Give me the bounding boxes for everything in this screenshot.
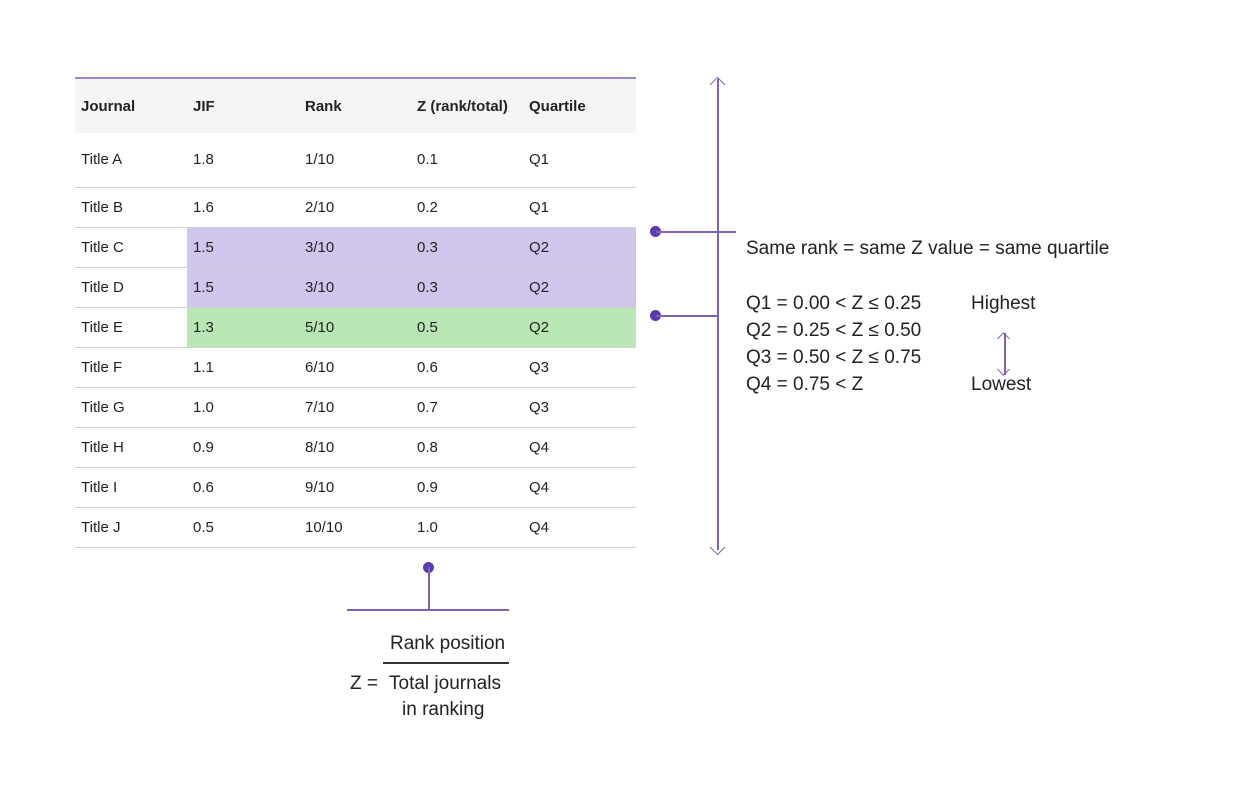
formula-numerator: Rank position	[390, 633, 506, 654]
cell-quartile: Q2	[523, 267, 636, 308]
cell-journal: Title C	[75, 227, 187, 268]
connector-line-formula-vertical	[428, 567, 430, 610]
connector-line-next	[656, 315, 718, 317]
cell-z: 0.3	[411, 227, 523, 268]
table-header-row: Journal JIF Rank Z (rank/total) Quartile	[75, 78, 636, 133]
table-row: Title I 0.6 9/10 0.9 Q4	[75, 467, 636, 508]
cell-journal: Title B	[75, 187, 187, 228]
cell-rank: 3/10	[299, 267, 411, 308]
cell-rank: 6/10	[299, 347, 411, 388]
cell-z: 0.7	[411, 387, 523, 428]
connector-dot-tied	[650, 226, 661, 237]
cell-rank: 8/10	[299, 427, 411, 468]
cell-rank: 1/10	[299, 133, 411, 188]
cell-journal: Title A	[75, 133, 187, 188]
cell-jif: 1.3	[187, 307, 299, 348]
cell-z: 0.9	[411, 467, 523, 508]
same-rank-note: Same rank = same Z value = same quartile	[746, 238, 1110, 259]
quartile-def-q4: Q4 = 0.75 < Z	[746, 374, 864, 395]
small-range-line	[1004, 333, 1006, 375]
cell-z: 0.2	[411, 187, 523, 228]
arrow-down-head	[709, 539, 726, 556]
header-rank: Rank	[305, 97, 342, 115]
journal-ranking-table: Journal JIF Rank Z (rank/total) Quartile…	[75, 77, 636, 548]
arrow-up-head	[709, 76, 726, 93]
cell-rank: 2/10	[299, 187, 411, 228]
connector-line-formula-horizontal	[347, 609, 509, 611]
quartile-def-q1: Q1 = 0.00 < Z ≤ 0.25	[746, 293, 922, 314]
cell-jif: 1.0	[187, 387, 299, 428]
table-row-next: Title E 1.3 5/10 0.5 Q2	[75, 307, 636, 348]
cell-rank: 5/10	[299, 307, 411, 348]
cell-quartile: Q4	[523, 467, 636, 508]
header-jif: JIF	[193, 97, 215, 115]
connector-line-tied	[656, 231, 736, 233]
cell-rank: 10/10	[299, 507, 411, 548]
table-row: Title A 1.8 1/10 0.1 Q1	[75, 133, 636, 188]
cell-z: 0.1	[411, 133, 523, 188]
cell-z: 0.3	[411, 267, 523, 308]
vertical-range-line	[717, 79, 719, 550]
table-row-tied: Title C 1.5 3/10 0.3 Q2	[75, 227, 636, 268]
header-z: Z (rank/total)	[417, 97, 508, 115]
table-row: Title F 1.1 6/10 0.6 Q3	[75, 347, 636, 388]
cell-journal: Title E	[75, 307, 187, 348]
cell-z: 0.5	[411, 307, 523, 348]
cell-z: 0.8	[411, 427, 523, 468]
cell-quartile: Q4	[523, 507, 636, 548]
cell-quartile: Q1	[523, 187, 636, 228]
cell-quartile: Q2	[523, 227, 636, 268]
table-row: Title B 1.6 2/10 0.2 Q1	[75, 187, 636, 228]
cell-jif: 1.6	[187, 187, 299, 228]
cell-journal: Title J	[75, 507, 187, 548]
cell-jif: 1.1	[187, 347, 299, 388]
cell-quartile: Q1	[523, 133, 636, 188]
highest-label: Highest	[971, 293, 1036, 314]
cell-journal: Title D	[75, 267, 187, 308]
table-row: Title G 1.0 7/10 0.7 Q3	[75, 387, 636, 428]
lowest-label: Lowest	[971, 374, 1032, 395]
cell-quartile: Q3	[523, 347, 636, 388]
formula-fraction-bar	[383, 662, 509, 664]
cell-journal: Title G	[75, 387, 187, 428]
header-journal: Journal	[81, 97, 136, 115]
connector-dot-next	[650, 310, 661, 321]
cell-journal: Title I	[75, 467, 187, 508]
table-row-tied: Title D 1.5 3/10 0.3 Q2	[75, 267, 636, 308]
quartile-def-q2: Q2 = 0.25 < Z ≤ 0.50	[746, 320, 922, 341]
cell-journal: Title H	[75, 427, 187, 468]
formula-denominator-line2: in ranking	[402, 699, 485, 720]
cell-rank: 3/10	[299, 227, 411, 268]
cell-jif: 1.5	[187, 227, 299, 268]
table-row: Title H 0.9 8/10 0.8 Q4	[75, 427, 636, 468]
cell-jif: 0.6	[187, 467, 299, 508]
cell-quartile: Q2	[523, 307, 636, 348]
quartile-def-q3: Q3 = 0.50 < Z ≤ 0.75	[746, 347, 922, 368]
formula-lhs: Z =	[350, 673, 378, 694]
cell-journal: Title F	[75, 347, 187, 388]
cell-z: 0.6	[411, 347, 523, 388]
header-quartile: Quartile	[529, 97, 586, 115]
cell-jif: 1.8	[187, 133, 299, 188]
cell-jif: 1.5	[187, 267, 299, 308]
cell-quartile: Q3	[523, 387, 636, 428]
small-arrow-up-head	[997, 332, 1010, 345]
cell-quartile: Q4	[523, 427, 636, 468]
cell-rank: 7/10	[299, 387, 411, 428]
formula-denominator-line1: Total journals	[389, 673, 501, 694]
cell-jif: 0.9	[187, 427, 299, 468]
table-row: Title J 0.5 10/10 1.0 Q4	[75, 507, 636, 548]
cell-z: 1.0	[411, 507, 523, 548]
cell-jif: 0.5	[187, 507, 299, 548]
cell-rank: 9/10	[299, 467, 411, 508]
